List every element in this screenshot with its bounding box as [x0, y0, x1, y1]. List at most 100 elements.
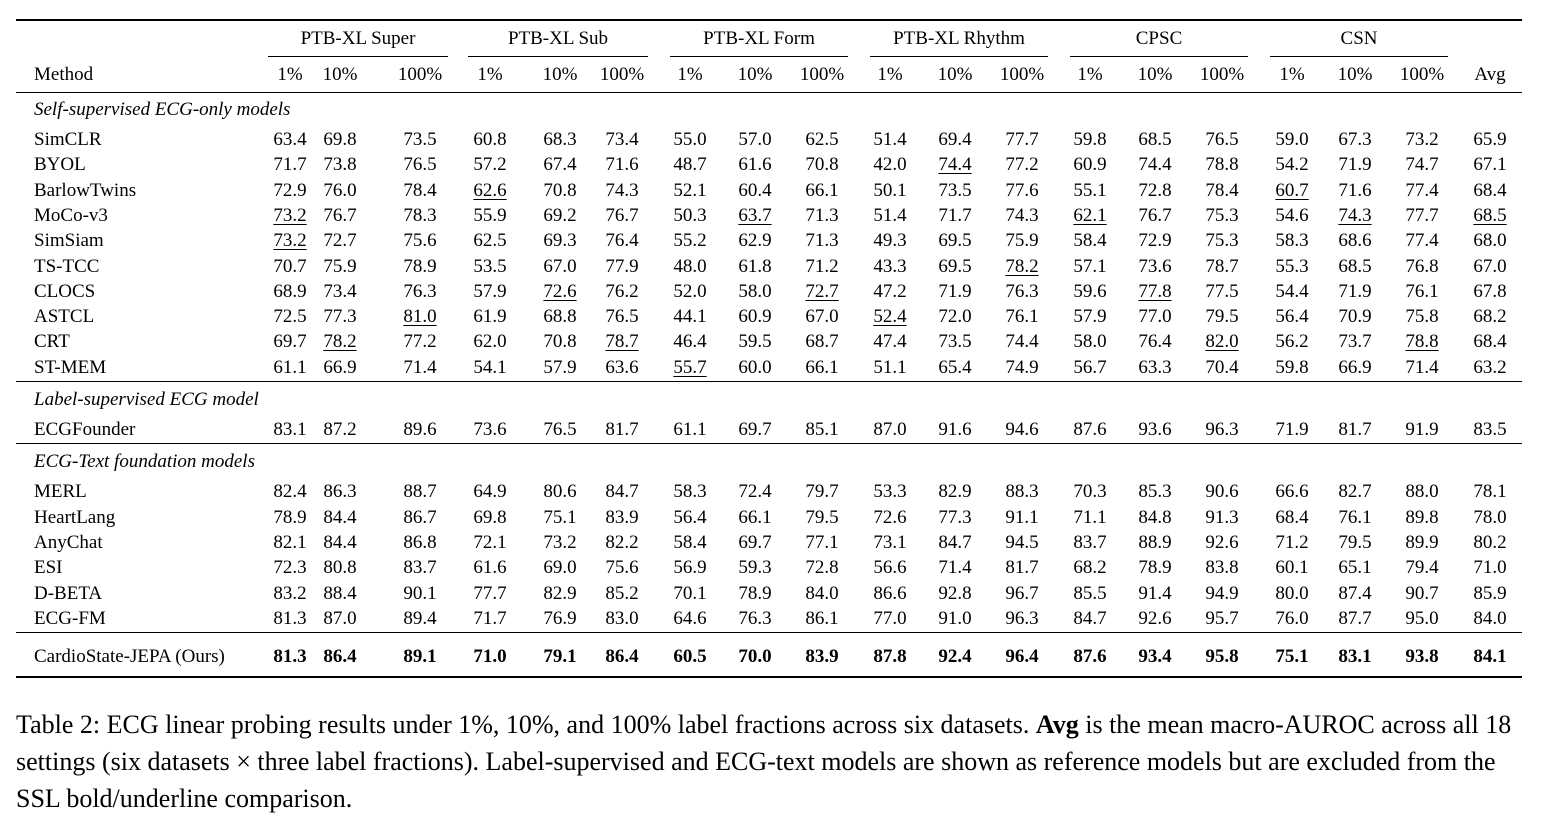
score-cell: 56.7: [1073, 356, 1107, 378]
score-cell: 83.8: [1205, 557, 1239, 579]
score-cell: 68.6: [1338, 230, 1372, 252]
score-cell: 67.0: [543, 255, 577, 277]
dataset-group-rule: [1270, 56, 1448, 57]
score-cell: 84.7: [605, 481, 639, 503]
method-name: BYOL: [34, 154, 86, 176]
method-name: SimSiam: [34, 230, 104, 252]
score-cell: 55.3: [1275, 255, 1309, 277]
score-cell: 61.6: [738, 154, 772, 176]
score-cell: 55.9: [473, 204, 507, 226]
score-cell: 88.0: [1405, 481, 1439, 503]
score-cell: 71.4: [938, 557, 972, 579]
fraction-header: 10%: [737, 64, 773, 85]
fraction-header: 100%: [1199, 64, 1245, 85]
score-cell: 74.4: [938, 154, 972, 176]
score-cell: 86.7: [403, 506, 437, 528]
score-cell: 79.5: [1205, 306, 1239, 328]
score-cell: 58.3: [1275, 230, 1309, 252]
score-cell: 78.7: [605, 331, 639, 353]
method-name: CRT: [34, 331, 70, 353]
method-name: TS-TCC: [34, 255, 100, 277]
score-cell: 86.8: [403, 531, 437, 553]
score-cell: 56.2: [1275, 331, 1309, 353]
score-cell: 55.7: [673, 356, 707, 378]
fraction-header: 10%: [322, 64, 358, 85]
score-cell: 79.5: [805, 506, 839, 528]
score-cell: 86.6: [873, 582, 907, 604]
fraction-header: 1%: [277, 64, 303, 85]
dataset-header: PTB-XL Super: [300, 28, 416, 49]
score-cell: 91.6: [938, 419, 972, 440]
score-cell: 86.4: [323, 646, 357, 668]
score-cell: 77.7: [1405, 204, 1439, 226]
avg-cell: 67.0: [1473, 255, 1507, 277]
fraction-header: 100%: [599, 64, 645, 85]
fraction-header: 100%: [397, 64, 443, 85]
score-cell: 62.5: [805, 129, 839, 150]
score-cell: 60.0: [738, 356, 772, 378]
score-cell: 76.5: [543, 419, 577, 440]
fraction-header: 100%: [1399, 64, 1445, 85]
score-cell: 72.7: [805, 280, 839, 302]
score-cell: 89.4: [403, 607, 437, 629]
dataset-group-rule: [268, 56, 448, 57]
score-cell: 68.5: [1338, 255, 1372, 277]
score-cell: 69.2: [543, 204, 577, 226]
avg-cell: 84.0: [1473, 607, 1507, 629]
dataset-group-rule: [1070, 56, 1248, 57]
score-cell: 57.9: [473, 280, 507, 302]
score-cell: 58.4: [673, 531, 707, 553]
score-cell: 43.3: [873, 255, 907, 277]
score-cell: 73.5: [938, 179, 972, 201]
score-cell: 87.7: [1338, 607, 1372, 629]
method-name: AnyChat: [34, 531, 103, 553]
score-cell: 71.7: [473, 607, 507, 629]
score-cell: 92.6: [1205, 531, 1239, 553]
score-cell: 88.7: [403, 481, 437, 503]
score-cell: 81.0: [403, 306, 437, 328]
section-rule: [16, 443, 1522, 445]
score-cell: 76.4: [1138, 331, 1172, 353]
fraction-header: 1%: [877, 64, 903, 85]
score-cell: 76.5: [1205, 129, 1239, 150]
score-cell: 87.6: [1073, 646, 1107, 668]
score-cell: 77.4: [1405, 230, 1439, 252]
method-name: ASTCL: [34, 306, 95, 328]
score-cell: 92.8: [938, 582, 972, 604]
score-cell: 74.4: [1138, 154, 1172, 176]
score-cell: 74.9: [1005, 356, 1039, 378]
score-cell: 78.9: [403, 255, 437, 277]
score-cell: 46.4: [673, 331, 707, 353]
avg-cell: 80.2: [1473, 531, 1507, 553]
fraction-header: 1%: [1077, 64, 1103, 85]
score-cell: 54.4: [1275, 280, 1309, 302]
score-cell: 74.7: [1405, 154, 1439, 176]
score-cell: 65.4: [938, 356, 972, 378]
avg-header: Avg: [1474, 64, 1506, 85]
score-cell: 69.7: [738, 419, 772, 440]
score-cell: 54.6: [1275, 204, 1309, 226]
score-cell: 89.6: [403, 419, 437, 440]
score-cell: 81.7: [1338, 419, 1372, 440]
score-cell: 66.1: [805, 356, 839, 378]
score-cell: 87.6: [1073, 419, 1107, 440]
score-cell: 93.8: [1405, 646, 1439, 668]
score-cell: 60.8: [473, 129, 507, 150]
fraction-header: 100%: [799, 64, 845, 85]
avg-cell: 85.9: [1473, 582, 1507, 604]
score-cell: 50.3: [673, 204, 707, 226]
fraction-header: 10%: [1137, 64, 1173, 85]
score-cell: 68.7: [805, 331, 839, 353]
score-cell: 72.4: [738, 481, 772, 503]
score-cell: 93.4: [1138, 646, 1172, 668]
score-cell: 49.3: [873, 230, 907, 252]
score-cell: 96.4: [1005, 646, 1039, 668]
score-cell: 94.6: [1005, 419, 1039, 440]
avg-cell: 67.1: [1473, 154, 1507, 176]
score-cell: 80.0: [1275, 582, 1309, 604]
score-cell: 95.0: [1405, 607, 1439, 629]
score-cell: 69.3: [543, 230, 577, 252]
score-cell: 70.0: [738, 646, 772, 668]
score-cell: 47.2: [873, 280, 907, 302]
score-cell: 71.1: [1073, 506, 1107, 528]
